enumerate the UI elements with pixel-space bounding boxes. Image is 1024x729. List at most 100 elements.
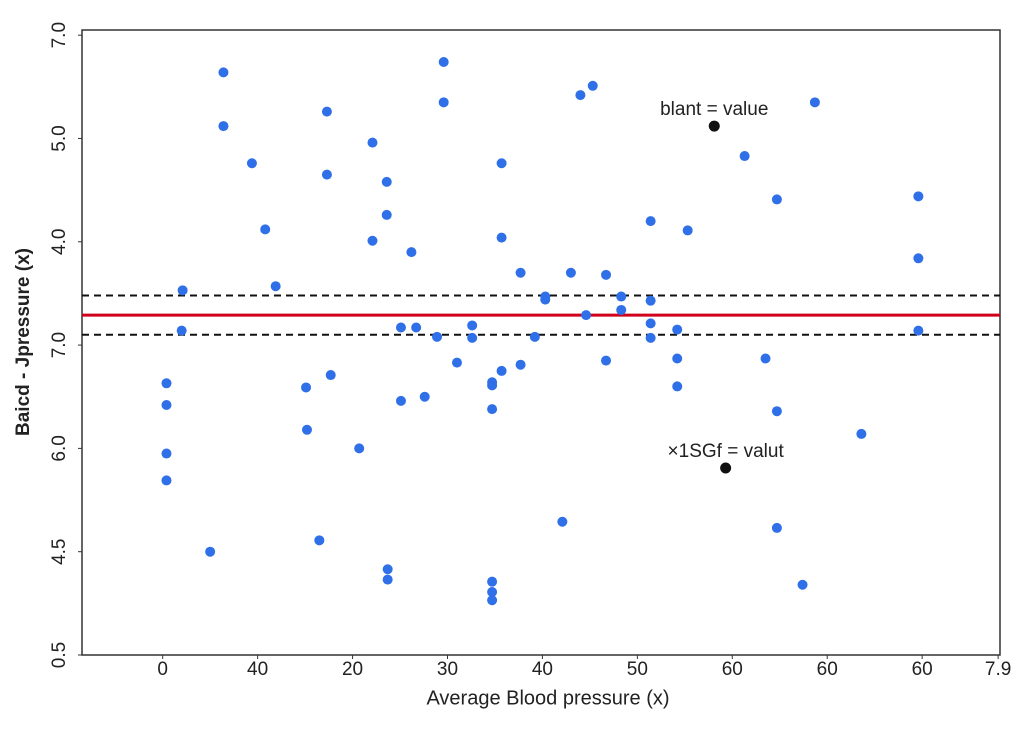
- data-point: [314, 535, 325, 546]
- data-point: [406, 247, 417, 258]
- annotation-label: ×1SGf = valut: [668, 441, 785, 462]
- data-point: [487, 586, 498, 597]
- data-point: [354, 443, 365, 454]
- data-point: [246, 158, 257, 169]
- data-point: [467, 320, 478, 331]
- annotation-point: [720, 462, 732, 474]
- data-point: [529, 331, 540, 342]
- y-tick-label: 7.0: [49, 22, 70, 48]
- x-tick-label: 50: [627, 659, 648, 680]
- data-point: [270, 281, 281, 292]
- data-point: [411, 322, 422, 333]
- data-point: [645, 216, 656, 227]
- annotation-label: blant = value: [660, 99, 768, 120]
- data-point: [856, 428, 867, 439]
- data-point: [395, 322, 406, 333]
- data-point: [301, 382, 312, 393]
- data-point: [260, 224, 271, 235]
- data-point: [797, 579, 808, 590]
- data-point: [540, 291, 551, 302]
- data-point: [467, 332, 478, 343]
- x-axis-title: Average Blood pressure (x): [426, 687, 669, 709]
- data-point: [557, 516, 568, 527]
- data-point: [487, 595, 498, 606]
- x-tick-label: 7.9: [985, 659, 1011, 680]
- data-point: [515, 267, 526, 278]
- y-axis-title: Baicd - Jpressure (x): [13, 248, 34, 436]
- data-point: [438, 57, 449, 68]
- data-point: [381, 176, 392, 187]
- y-tick-label: 4.0: [49, 229, 70, 255]
- data-point: [913, 325, 924, 336]
- data-point: [381, 209, 392, 220]
- data-point: [161, 448, 172, 459]
- x-tick-label: 60: [722, 659, 743, 680]
- y-tick-label: 7.0: [49, 332, 70, 358]
- data-point: [771, 406, 782, 417]
- data-point: [771, 522, 782, 533]
- data-point: [487, 380, 498, 391]
- x-tick-label: 30: [437, 659, 458, 680]
- x-tick-label: 20: [342, 659, 363, 680]
- plot-frame: [81, 29, 1001, 656]
- data-point: [645, 295, 656, 306]
- data-point: [565, 267, 576, 278]
- data-point: [382, 574, 393, 585]
- data-point: [325, 370, 336, 381]
- data-point: [321, 169, 332, 180]
- data-point: [177, 285, 188, 296]
- x-tick-label: 60: [817, 659, 838, 680]
- data-point: [616, 304, 627, 315]
- data-point: [601, 269, 612, 280]
- y-tick-label: 5.0: [49, 125, 70, 151]
- data-point: [913, 191, 924, 202]
- data-point: [587, 80, 598, 91]
- x-tick-label: 60: [912, 659, 933, 680]
- data-point: [432, 331, 443, 342]
- data-point: [760, 353, 771, 364]
- data-point: [367, 235, 378, 246]
- y-tick-label: 4.5: [49, 538, 70, 564]
- data-point: [809, 97, 820, 108]
- data-point: [301, 424, 312, 435]
- data-point: [496, 232, 507, 243]
- data-point: [672, 324, 683, 335]
- data-point: [321, 106, 332, 117]
- data-point: [205, 546, 216, 557]
- data-point: [672, 381, 683, 392]
- data-point: [419, 391, 430, 402]
- data-point: [771, 194, 782, 205]
- data-point: [496, 365, 507, 376]
- x-tick-label: 40: [532, 659, 553, 680]
- data-point: [451, 357, 462, 368]
- data-point: [682, 225, 693, 236]
- y-tick-label: 0.5: [49, 642, 70, 668]
- data-point: [161, 378, 172, 389]
- x-tick-label: 0: [157, 659, 168, 680]
- y-tick-label: 6.0: [49, 435, 70, 461]
- data-point: [645, 332, 656, 343]
- data-point: [601, 355, 612, 366]
- data-point: [161, 400, 172, 410]
- data-point: [515, 359, 526, 370]
- data-point: [739, 151, 750, 162]
- data-point: [487, 404, 498, 415]
- data-point: [616, 291, 627, 302]
- data-point: [496, 158, 507, 169]
- annotation-point: [708, 120, 720, 132]
- data-point: [438, 97, 449, 108]
- data-point: [161, 475, 172, 486]
- data-point: [645, 318, 656, 329]
- data-point: [176, 325, 187, 336]
- data-point: [382, 564, 393, 575]
- x-tick-label: 40: [247, 659, 268, 680]
- data-point: [218, 67, 229, 78]
- data-point: [487, 576, 498, 587]
- data-point: [395, 395, 406, 406]
- data-point: [575, 90, 586, 101]
- data-point: [672, 353, 683, 364]
- data-point: [367, 137, 378, 148]
- data-point: [913, 253, 924, 264]
- data-point: [218, 121, 229, 132]
